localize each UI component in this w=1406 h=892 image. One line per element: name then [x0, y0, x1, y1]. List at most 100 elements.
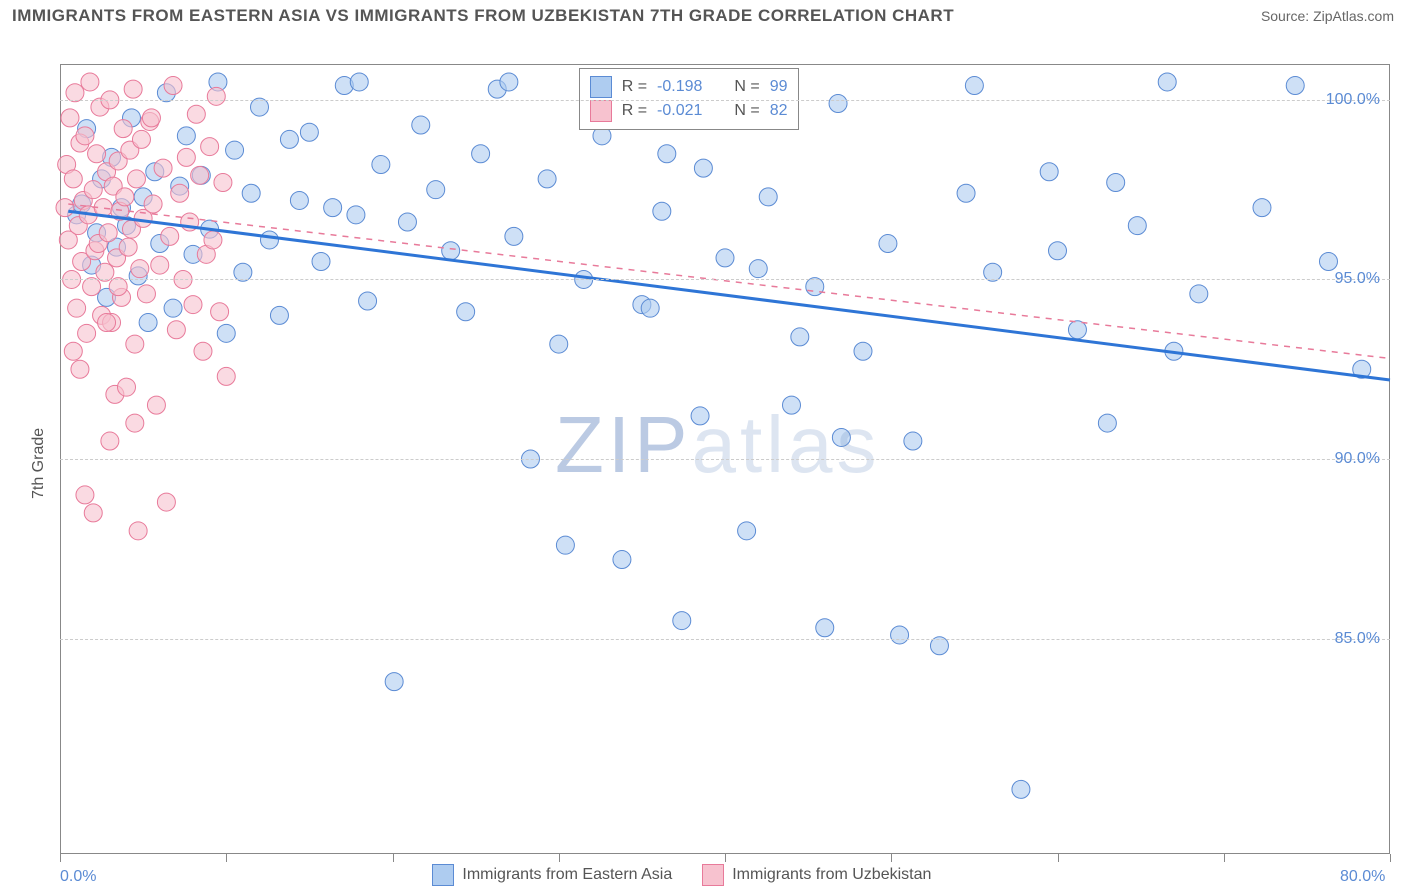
trend-line	[68, 204, 1390, 358]
data-point	[505, 227, 523, 245]
data-point	[201, 138, 219, 156]
data-point	[791, 328, 809, 346]
data-point	[157, 493, 175, 511]
data-point	[147, 396, 165, 414]
legend-series-label: Immigrants from Eastern Asia	[462, 866, 672, 883]
x-tick	[1224, 854, 1225, 862]
data-point	[151, 256, 169, 274]
data-point	[207, 87, 225, 105]
data-point	[137, 285, 155, 303]
data-point	[372, 156, 390, 174]
x-tick	[226, 854, 227, 862]
source-prefix: Source:	[1261, 8, 1313, 24]
data-point	[154, 159, 172, 177]
data-point	[694, 159, 712, 177]
data-point	[457, 303, 475, 321]
legend-series-label: Immigrants from Uzbekistan	[732, 866, 931, 883]
data-point	[500, 73, 518, 91]
data-point	[139, 314, 157, 332]
data-point	[300, 123, 318, 141]
data-point	[829, 95, 847, 113]
data-point	[126, 414, 144, 432]
data-point	[1040, 163, 1058, 181]
data-point	[749, 260, 767, 278]
data-point	[280, 130, 298, 148]
data-point	[164, 299, 182, 317]
data-point	[184, 296, 202, 314]
legend-swatch	[702, 864, 724, 886]
data-point	[68, 299, 86, 317]
data-point	[904, 432, 922, 450]
y-tick-label: 90.0%	[1320, 450, 1380, 468]
data-point	[691, 407, 709, 425]
source-link[interactable]: ZipAtlas.com	[1313, 8, 1394, 24]
data-point	[126, 335, 144, 353]
data-point	[359, 292, 377, 310]
data-point	[76, 486, 94, 504]
data-point	[550, 335, 568, 353]
y-tick-label: 85.0%	[1320, 630, 1380, 648]
x-tick	[891, 854, 892, 862]
legend-n-value: 99	[770, 75, 788, 99]
data-point	[965, 77, 983, 95]
data-point	[350, 73, 368, 91]
data-point	[658, 145, 676, 163]
data-point	[442, 242, 460, 260]
data-point	[217, 324, 235, 342]
legend-correlation-row: R = -0.198N = 99	[590, 75, 788, 99]
data-point	[1107, 174, 1125, 192]
data-point	[131, 260, 149, 278]
y-axis-title: 7th Grade	[30, 428, 48, 499]
data-point	[1158, 73, 1176, 91]
legend-r-value: -0.198	[657, 75, 702, 99]
data-point	[211, 303, 229, 321]
data-point	[472, 145, 490, 163]
data-point	[187, 105, 205, 123]
data-point	[879, 235, 897, 253]
data-point	[398, 213, 416, 231]
legend-n-label: N =	[734, 99, 759, 123]
legend-n-value: 82	[770, 99, 788, 123]
data-point	[385, 673, 403, 691]
data-point	[116, 188, 134, 206]
legend-series-item: Immigrants from Eastern Asia	[432, 864, 672, 886]
chart-header: IMMIGRANTS FROM EASTERN ASIA VS IMMIGRAN…	[0, 0, 1406, 30]
legend-r-value: -0.021	[657, 99, 702, 123]
gridline	[60, 279, 1390, 280]
chart-title: IMMIGRANTS FROM EASTERN ASIA VS IMMIGRAN…	[12, 6, 954, 26]
data-point	[347, 206, 365, 224]
data-point	[78, 324, 96, 342]
data-point	[98, 314, 116, 332]
data-point	[427, 181, 445, 199]
data-point	[76, 127, 94, 145]
x-tick	[60, 854, 61, 862]
x-tick	[725, 854, 726, 862]
legend-swatch	[590, 76, 612, 98]
data-point	[61, 109, 79, 127]
gridline	[60, 459, 1390, 460]
x-tick	[1058, 854, 1059, 862]
data-point	[161, 227, 179, 245]
data-point	[217, 367, 235, 385]
y-tick-label: 95.0%	[1320, 270, 1380, 288]
gridline	[60, 639, 1390, 640]
data-point	[84, 504, 102, 522]
gridline	[60, 100, 1390, 101]
x-tick	[393, 854, 394, 862]
data-point	[738, 522, 756, 540]
data-point	[1190, 285, 1208, 303]
data-point	[1049, 242, 1067, 260]
data-point	[832, 428, 850, 446]
data-point	[290, 191, 308, 209]
data-point	[127, 170, 145, 188]
chart-area: 7th Grade ZIPatlas R = -0.198N = 99R = -…	[12, 30, 1394, 888]
data-point	[957, 184, 975, 202]
data-point	[816, 619, 834, 637]
data-point	[1128, 217, 1146, 235]
data-point	[716, 249, 734, 267]
x-axis-max-label: 80.0%	[1340, 868, 1385, 886]
data-point	[177, 148, 195, 166]
data-point	[1253, 199, 1271, 217]
data-point	[854, 342, 872, 360]
data-point	[1319, 253, 1337, 271]
